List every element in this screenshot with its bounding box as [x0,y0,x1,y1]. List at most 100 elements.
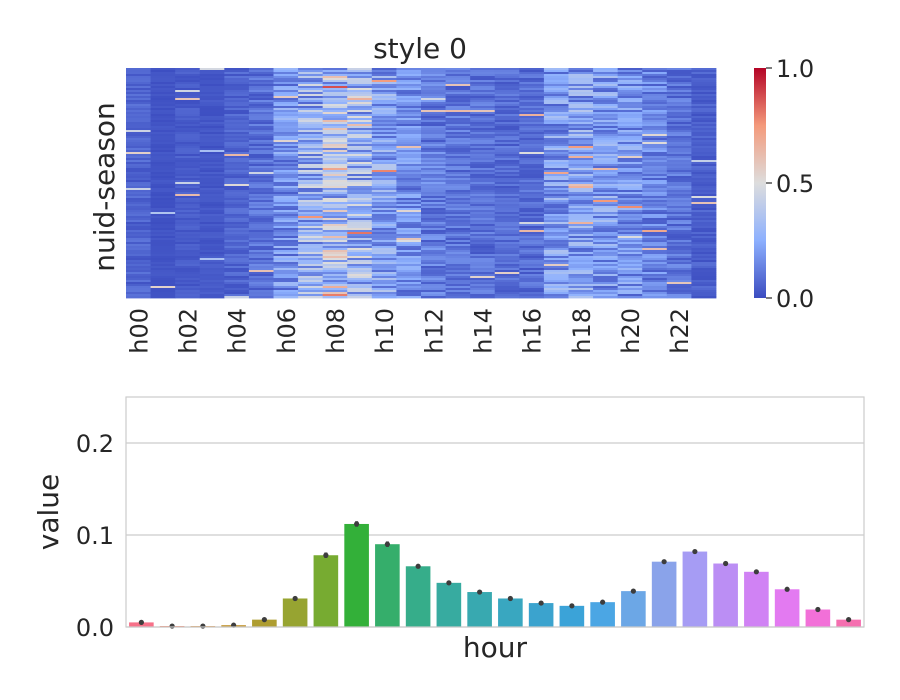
heatmap-cell [322,212,348,215]
heatmap-cell [494,82,520,85]
heatmap-cell [347,216,373,219]
heatmap-cell [691,264,717,267]
heatmap-cell [421,242,446,245]
heatmap-cell [642,112,668,115]
heatmap-cell [642,162,668,165]
bar-ylabel: value [32,474,65,550]
heatmap-cell [224,164,250,167]
heatmap-cell [347,276,373,279]
heatmap-cell [617,260,643,263]
heatmap-cell [126,272,151,275]
heatmap-cell [593,136,619,139]
heatmap-cell [126,290,151,293]
heatmap-cell [298,230,324,233]
heatmap-cell [421,168,446,171]
heatmap-cell [494,84,520,87]
heatmap-cell [248,268,274,271]
heatmap-cell [175,178,201,181]
heatmap-cell [593,250,619,253]
heatmap-cell [175,274,201,277]
heatmap-cell [691,226,717,229]
heatmap-cell [445,82,471,85]
heatmap-cell [691,80,717,83]
heatmap-cell [617,220,643,223]
heatmap-cell [445,296,471,299]
heatmap-cell [150,184,176,187]
heatmap-cell [543,272,569,275]
heatmap-cell [691,108,717,111]
heatmap-cell [298,192,324,195]
heatmap-cell [568,174,594,177]
heatmap-cell [445,222,471,225]
heatmap-cell [691,190,717,193]
heatmap-cell [126,80,151,83]
heatmap-cell [470,116,496,119]
heatmap-cell [494,192,520,195]
heatmap-cell [298,94,324,97]
heatmap-cell [445,168,471,171]
heatmap-cell [224,152,250,155]
heatmap-cell [322,130,348,133]
heatmap-cell [150,248,176,251]
heatmap-cell [298,84,324,87]
heatmap-cell [371,68,397,71]
heatmap-cell [322,108,348,111]
heatmap-cell [224,110,250,113]
heatmap-cell [593,248,619,251]
heatmap-cell [199,162,225,165]
heatmap-cell [396,250,422,253]
heatmap-cell [248,102,274,105]
heatmap-cell [617,148,643,151]
heatmap-cell [371,204,397,207]
heatmap-cell [568,148,594,151]
heatmap-cell [371,74,397,77]
heatmap-cell [347,120,373,123]
heatmap-cell [666,232,692,235]
heatmap-cell [445,236,471,239]
heatmap-cell [666,194,692,197]
heatmap-cell [298,172,324,175]
heatmap-cell [666,242,692,245]
heatmap-cell [691,110,717,113]
heatmap-cell [519,126,545,129]
heatmap-cell [298,240,324,243]
heatmap-cell [568,154,594,157]
heatmap-cell [273,178,299,181]
heatmap-cell [150,116,176,119]
heatmap-cell [322,226,348,229]
heatmap-cell [396,130,422,133]
heatmap-cell [642,268,668,271]
heatmap-cell [445,270,471,273]
heatmap-cell [248,182,274,185]
heatmap-cell [421,218,446,221]
heatmap-cell [273,222,299,225]
heatmap-cell [519,110,545,113]
heatmap-cell [371,92,397,95]
heatmap-cell [470,76,496,79]
heatmap-cell [470,182,496,185]
heatmap-cell [470,84,496,87]
heatmap-cell [322,254,348,257]
heatmap-cell [568,170,594,173]
heatmap-cell [322,228,348,231]
heatmap-cell [617,206,643,209]
heatmap-cell [568,112,594,115]
heatmap-cell [150,170,176,173]
heatmap-cell [519,162,545,165]
heatmap-cell [421,180,446,183]
heatmap-cell [421,122,446,125]
heatmap-cell [175,72,201,75]
heatmap-cell [322,90,348,93]
heatmap-cell [126,158,151,161]
heatmap-cell [470,136,496,139]
heatmap-cell [298,148,324,151]
heatmap-cell [273,274,299,277]
heatmap-cell [150,74,176,77]
heatmap-cell [224,172,250,175]
heatmap-cell [543,148,569,151]
heatmap-cell [470,246,496,249]
heatmap-cell [445,158,471,161]
heatmap-cell [568,268,594,271]
heatmap-cell [126,168,151,171]
heatmap-cell [568,108,594,111]
